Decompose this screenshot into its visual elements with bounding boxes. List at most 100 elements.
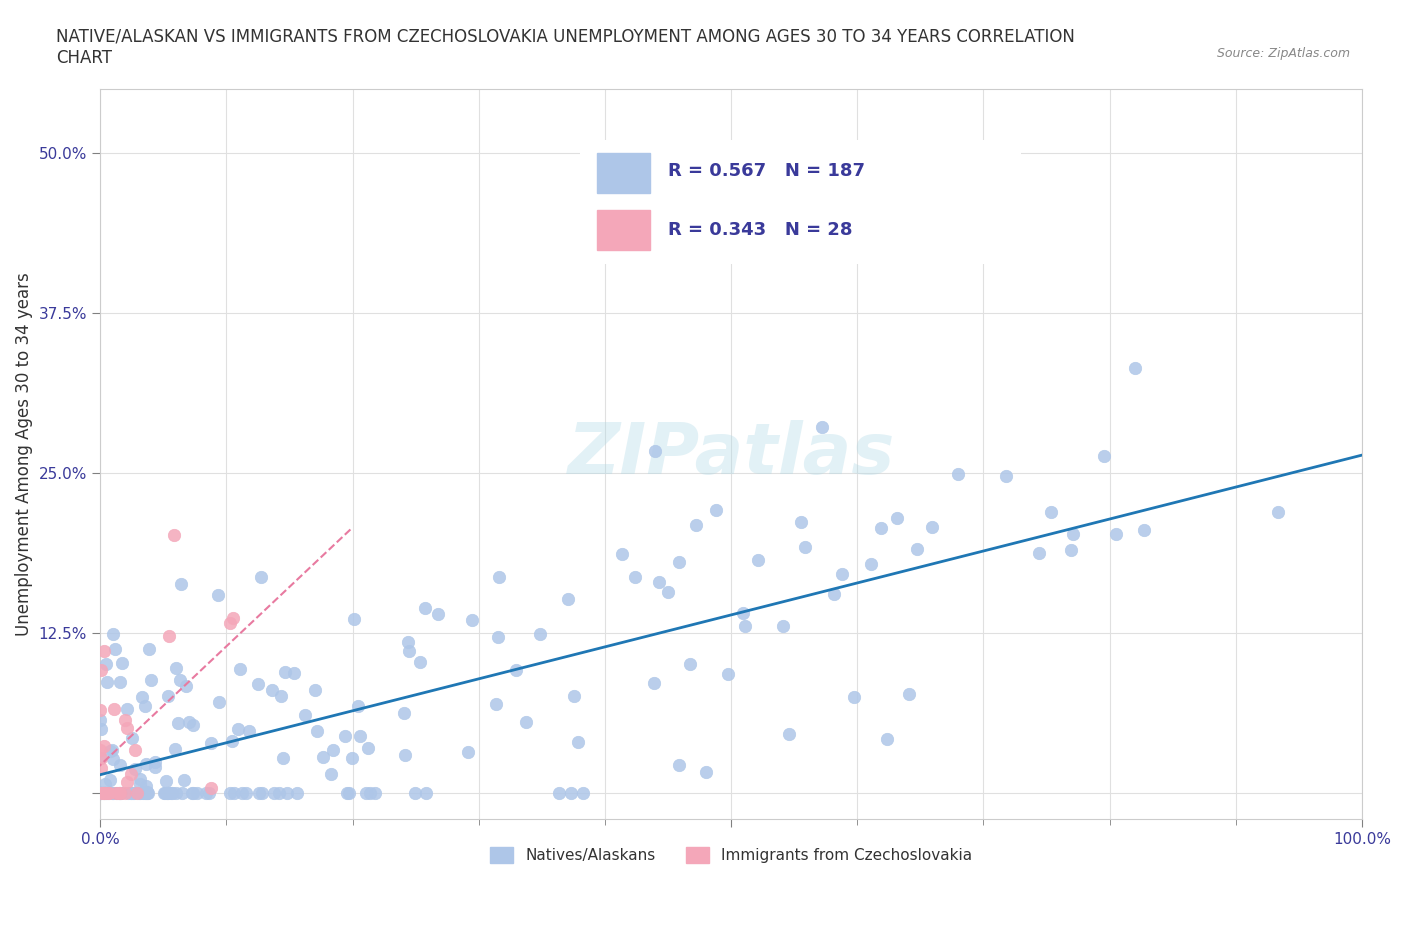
Point bbox=[349, 729, 371, 744]
Point bbox=[163, 742, 186, 757]
Point bbox=[859, 557, 882, 572]
Point bbox=[177, 714, 200, 729]
Point bbox=[103, 786, 125, 801]
Point bbox=[160, 786, 183, 801]
Point bbox=[186, 786, 208, 801]
Point bbox=[97, 786, 120, 801]
Point bbox=[173, 772, 195, 787]
Point bbox=[363, 786, 385, 801]
Point bbox=[89, 712, 111, 727]
Point bbox=[1062, 526, 1084, 541]
Point bbox=[141, 672, 163, 687]
Point bbox=[114, 712, 136, 727]
Text: ZIPatlas: ZIPatlas bbox=[568, 419, 894, 488]
Point bbox=[195, 786, 218, 801]
Point bbox=[111, 656, 134, 671]
Point bbox=[548, 786, 571, 801]
Y-axis label: Unemployment Among Ages 30 to 34 years: Unemployment Among Ages 30 to 34 years bbox=[15, 272, 32, 636]
Point bbox=[413, 600, 436, 615]
Point bbox=[91, 786, 114, 801]
Point bbox=[648, 575, 671, 590]
Point bbox=[238, 724, 260, 738]
Point bbox=[572, 786, 595, 801]
Point bbox=[810, 419, 832, 434]
Point bbox=[115, 701, 138, 716]
Point bbox=[94, 786, 117, 801]
Point bbox=[93, 738, 115, 753]
Point bbox=[231, 786, 253, 801]
Point bbox=[101, 786, 124, 801]
Point bbox=[876, 731, 898, 746]
Point bbox=[122, 786, 145, 801]
Point bbox=[359, 786, 381, 801]
Point bbox=[357, 740, 380, 755]
Text: NATIVE/ALASKAN VS IMMIGRANTS FROM CZECHOSLOVAKIA UNEMPLOYMENT AMONG AGES 30 TO 3: NATIVE/ALASKAN VS IMMIGRANTS FROM CZECHO… bbox=[56, 28, 1076, 67]
Point bbox=[1267, 505, 1289, 520]
Point bbox=[392, 706, 415, 721]
Text: Source: ZipAtlas.com: Source: ZipAtlas.com bbox=[1216, 46, 1350, 60]
Point bbox=[94, 657, 117, 671]
Point bbox=[333, 729, 356, 744]
Point bbox=[679, 657, 702, 671]
Point bbox=[415, 786, 437, 801]
Point bbox=[285, 786, 308, 801]
Point bbox=[717, 666, 740, 681]
Point bbox=[657, 584, 679, 599]
Point bbox=[612, 547, 634, 562]
Point bbox=[163, 528, 186, 543]
Point bbox=[98, 743, 121, 758]
Point bbox=[114, 786, 136, 801]
Point bbox=[557, 591, 579, 606]
Point bbox=[307, 724, 329, 738]
Point bbox=[304, 683, 326, 698]
Point bbox=[135, 756, 157, 771]
Point bbox=[155, 786, 177, 801]
Point bbox=[152, 786, 174, 801]
Point bbox=[228, 661, 250, 676]
Point bbox=[101, 743, 124, 758]
Point bbox=[128, 786, 150, 801]
Point bbox=[143, 754, 166, 769]
Point bbox=[704, 502, 727, 517]
Point bbox=[170, 786, 193, 801]
Point bbox=[90, 751, 112, 765]
Point bbox=[461, 613, 484, 628]
Point bbox=[200, 781, 222, 796]
Point bbox=[1104, 527, 1126, 542]
Point bbox=[396, 634, 419, 649]
Point bbox=[156, 786, 179, 801]
Point bbox=[283, 666, 305, 681]
Point bbox=[120, 786, 142, 801]
Point bbox=[221, 734, 243, 749]
Point bbox=[105, 786, 128, 801]
Point bbox=[515, 715, 537, 730]
Point bbox=[343, 611, 366, 626]
Point bbox=[1092, 448, 1115, 463]
Point bbox=[207, 588, 229, 603]
Point bbox=[108, 786, 131, 801]
Point bbox=[394, 748, 416, 763]
Point bbox=[155, 773, 177, 788]
Point bbox=[219, 786, 242, 801]
Point bbox=[135, 786, 157, 801]
Point bbox=[129, 772, 152, 787]
Point bbox=[121, 786, 143, 801]
Point bbox=[404, 786, 426, 801]
Point bbox=[93, 786, 115, 801]
Point bbox=[208, 695, 231, 710]
Point bbox=[134, 786, 156, 801]
Point bbox=[135, 786, 157, 801]
Point bbox=[485, 697, 508, 711]
Point bbox=[183, 717, 205, 732]
Point bbox=[167, 715, 190, 730]
Point bbox=[235, 786, 257, 801]
Point bbox=[108, 674, 131, 689]
Point bbox=[110, 786, 132, 801]
Point bbox=[246, 676, 269, 691]
Point bbox=[529, 627, 551, 642]
Point bbox=[138, 642, 160, 657]
Point bbox=[457, 745, 479, 760]
Point bbox=[165, 786, 187, 801]
Point bbox=[994, 469, 1017, 484]
Point bbox=[93, 786, 115, 801]
